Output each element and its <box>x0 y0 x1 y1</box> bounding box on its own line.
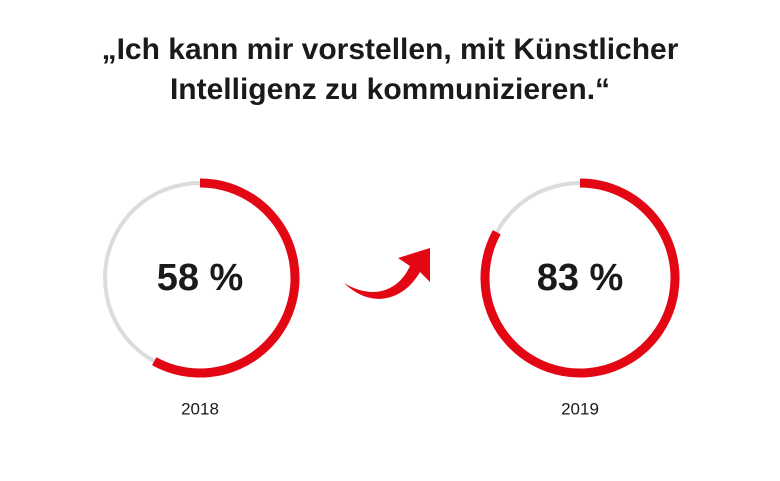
value-label: 58 % <box>157 257 244 299</box>
category-label: 2019 <box>561 399 599 418</box>
category-label: 2018 <box>181 399 219 418</box>
ring-arc <box>152 178 300 378</box>
value-label: 83 % <box>537 257 624 299</box>
ring-arc <box>480 178 680 378</box>
arrow <box>344 248 430 299</box>
chart-title: „Ich kann mir vorstellen, mit Künstliche… <box>101 33 679 106</box>
